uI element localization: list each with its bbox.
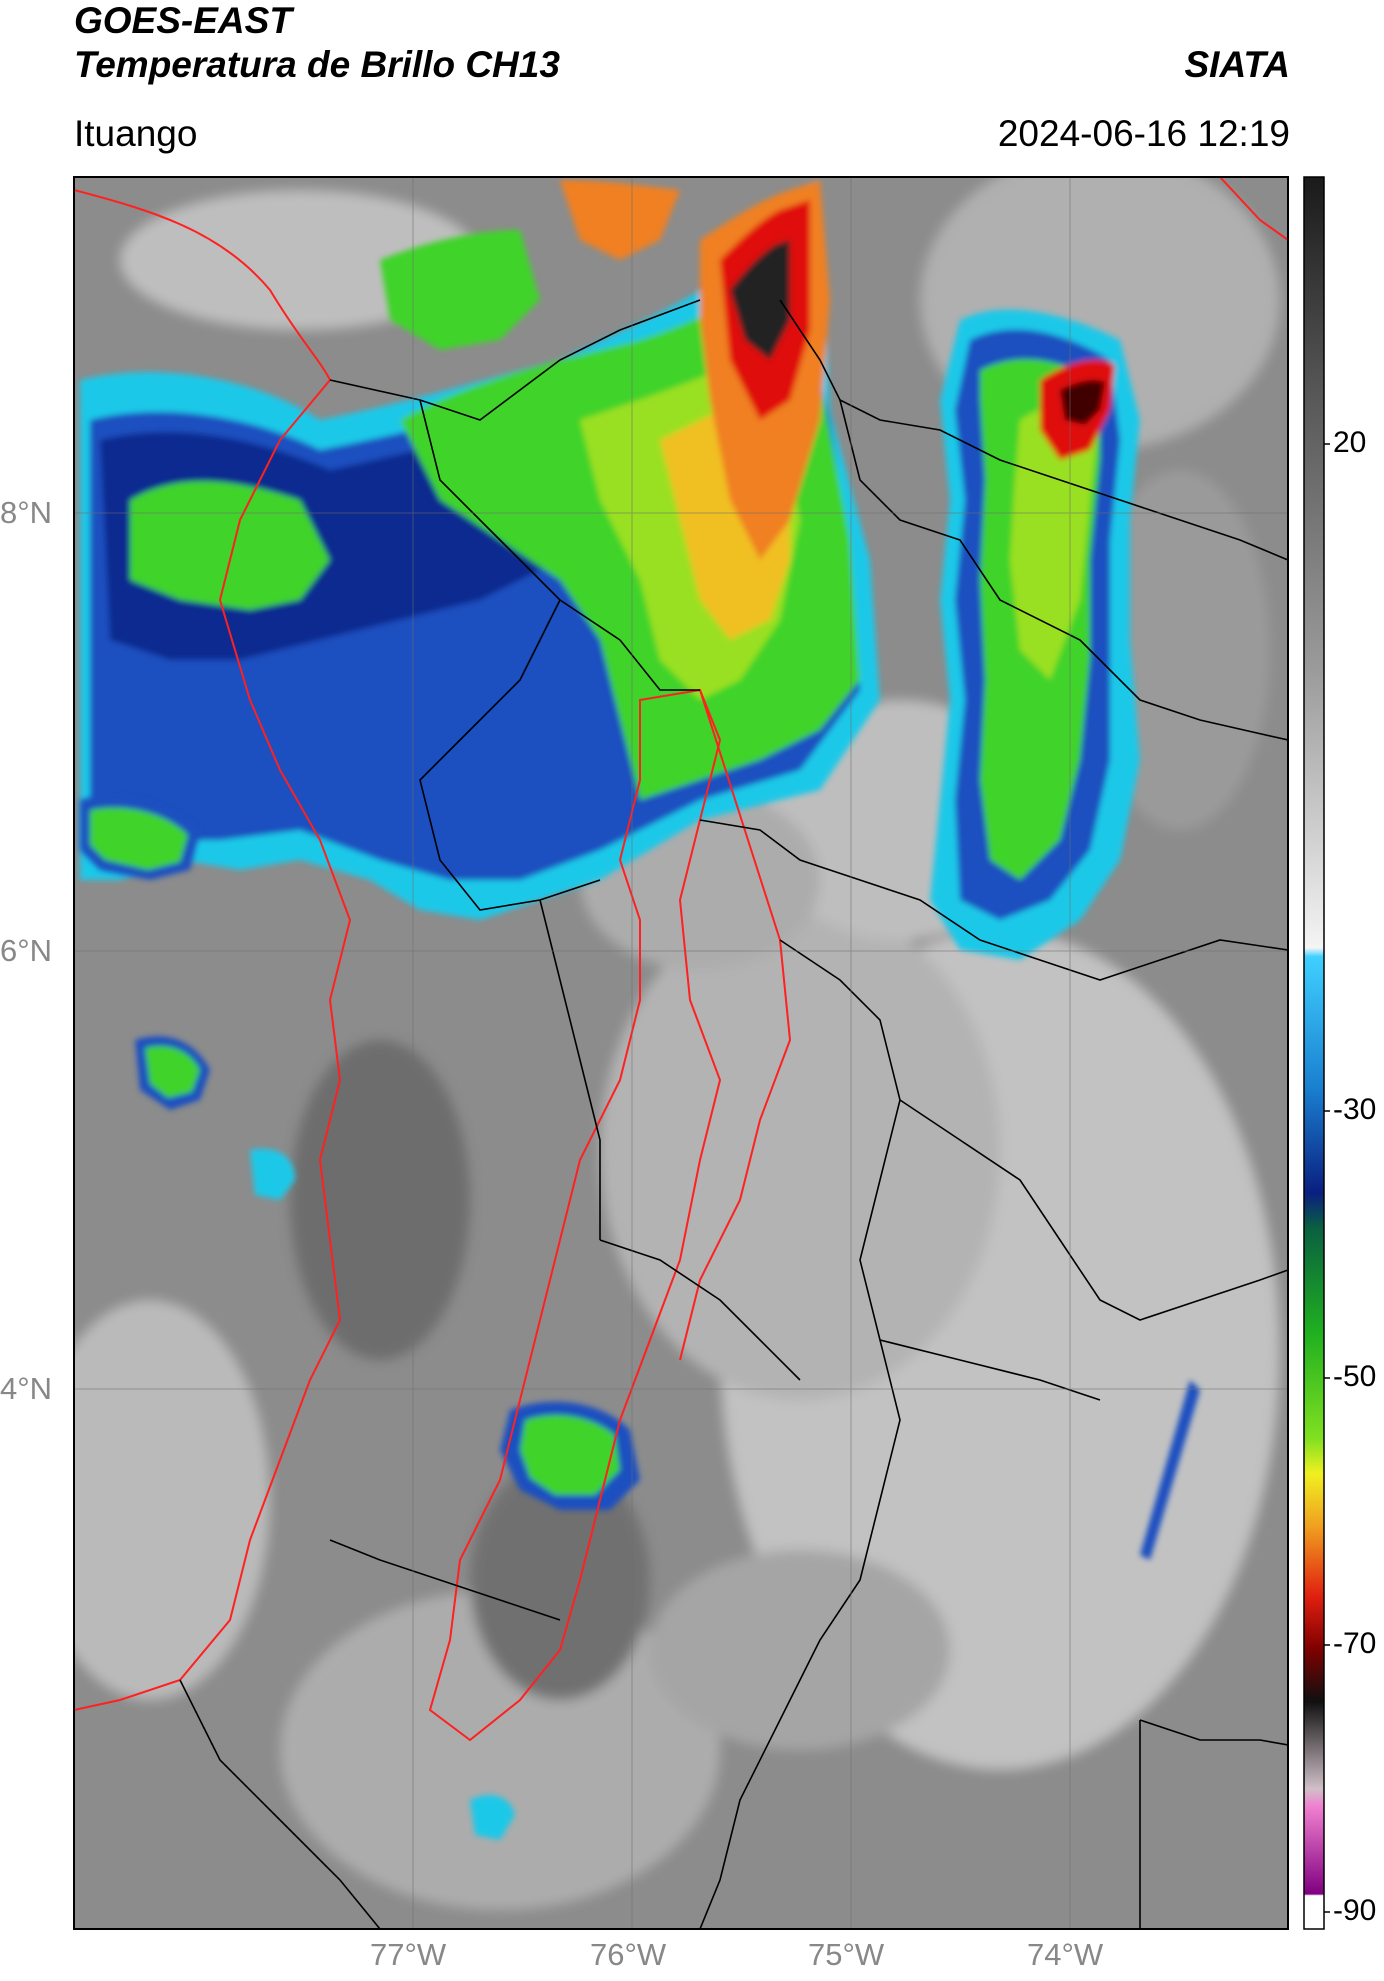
- colorbar-tick-20: 20: [1333, 426, 1367, 459]
- location-label: Ituango: [74, 113, 198, 154]
- title-product: Temperatura de Brillo CH13: [74, 44, 560, 85]
- lat-label-4n: 4°N: [0, 1371, 53, 1406]
- lat-label-6n: 6°N: [0, 933, 53, 968]
- colorbar-tick-minus90: -90: [1333, 1894, 1377, 1927]
- colorbar: [1303, 176, 1330, 1930]
- map-frame: [73, 176, 1289, 1930]
- lon-label-75w: 75°W: [808, 1937, 885, 1972]
- colorbar-tick-minus50: -50: [1333, 1360, 1377, 1393]
- datetime-label: 2024-06-16 12:19: [997, 113, 1290, 154]
- lon-label-76w: 76°W: [590, 1937, 667, 1972]
- map-image: [74, 177, 1288, 1929]
- lon-label-77w: 77°W: [370, 1937, 447, 1972]
- lon-label-74w: 74°W: [1027, 1937, 1104, 1972]
- title-satellite: GOES-EAST: [74, 0, 292, 41]
- lat-label-8n: 8°N: [0, 495, 53, 530]
- colorbar-tick-minus70: -70: [1333, 1627, 1377, 1660]
- brand-label: SIATA: [1184, 44, 1290, 85]
- colorbar-tick-minus30: -30: [1333, 1093, 1377, 1126]
